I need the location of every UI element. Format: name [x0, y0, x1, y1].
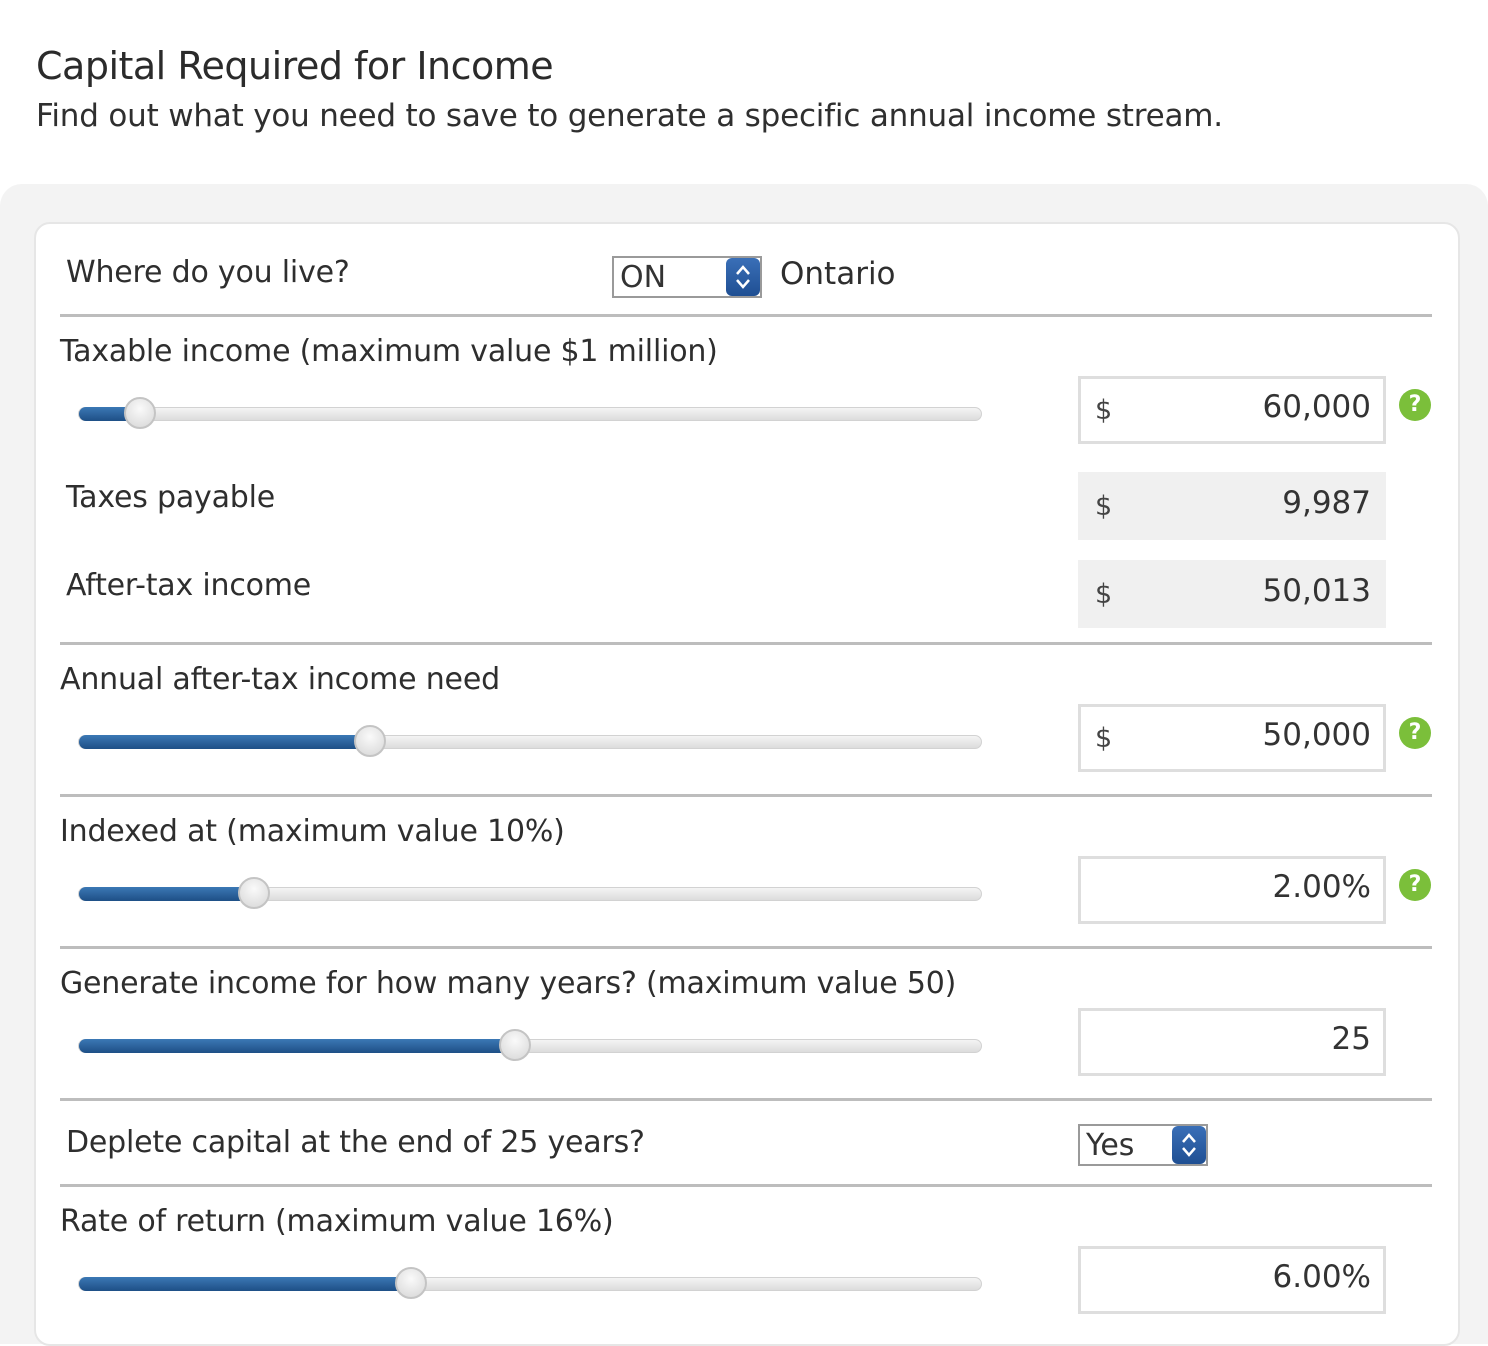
- income-need-value: 50,000: [1262, 717, 1371, 753]
- help-icon[interactable]: ?: [1399, 869, 1431, 901]
- after-tax-income-label: After-tax income: [66, 568, 312, 603]
- province-select-value: ON: [620, 260, 667, 295]
- currency-symbol: $: [1095, 491, 1113, 522]
- divider: [60, 314, 1432, 317]
- taxes-payable-output: $ 9,987: [1078, 472, 1386, 540]
- years-input[interactable]: 25: [1078, 1008, 1386, 1076]
- slider-fill: [79, 887, 254, 901]
- divider: [60, 1098, 1432, 1101]
- indexed-value: 2.00%: [1272, 869, 1371, 905]
- province-select[interactable]: ON: [612, 256, 762, 298]
- indexed-slider[interactable]: [78, 877, 982, 909]
- slider-fill: [79, 735, 371, 749]
- slider-handle[interactable]: [124, 397, 157, 429]
- page-subtitle: Find out what you need to save to genera…: [36, 98, 1223, 134]
- currency-symbol: $: [1095, 579, 1113, 610]
- after-tax-income-output: $ 50,013: [1078, 560, 1386, 628]
- years-value: 25: [1331, 1021, 1371, 1057]
- currency-symbol: $: [1095, 723, 1113, 754]
- help-icon[interactable]: ?: [1399, 717, 1431, 749]
- select-arrows-icon: [726, 258, 760, 296]
- region-name: Ontario: [780, 256, 896, 292]
- slider-handle[interactable]: [394, 1267, 427, 1299]
- slider-handle[interactable]: [354, 725, 387, 757]
- rate-of-return-slider[interactable]: [78, 1267, 982, 1299]
- divider: [60, 1184, 1432, 1187]
- taxes-payable-value: 9,987: [1282, 485, 1371, 521]
- currency-symbol: $: [1095, 395, 1113, 426]
- years-slider[interactable]: [78, 1029, 982, 1061]
- rate-of-return-input[interactable]: 6.00%: [1078, 1246, 1386, 1314]
- after-tax-income-value: 50,013: [1262, 573, 1371, 609]
- divider: [60, 642, 1432, 645]
- rate-of-return-value: 6.00%: [1272, 1259, 1371, 1295]
- taxes-payable-label: Taxes payable: [66, 480, 275, 515]
- income-need-slider[interactable]: [78, 725, 982, 757]
- income-need-label: Annual after-tax income need: [60, 662, 500, 697]
- help-icon[interactable]: ?: [1399, 389, 1431, 421]
- select-arrows-icon: [1172, 1126, 1206, 1164]
- divider: [60, 794, 1432, 797]
- deplete-select-value: Yes: [1086, 1128, 1135, 1163]
- deplete-label: Deplete capital at the end of 25 years?: [66, 1125, 645, 1160]
- rate-of-return-label: Rate of return (maximum value 16%): [60, 1204, 614, 1239]
- page-title: Capital Required for Income: [36, 44, 554, 88]
- location-label: Where do you live?: [66, 255, 350, 290]
- taxable-income-slider[interactable]: [78, 397, 982, 429]
- indexed-input[interactable]: 2.00%: [1078, 856, 1386, 924]
- deplete-select[interactable]: Yes: [1078, 1124, 1208, 1166]
- slider-handle[interactable]: [237, 877, 270, 909]
- slider-fill: [79, 1039, 515, 1053]
- taxable-income-label: Taxable income (maximum value $1 million…: [60, 334, 718, 369]
- slider-handle[interactable]: [498, 1029, 531, 1061]
- indexed-label: Indexed at (maximum value 10%): [60, 814, 565, 849]
- taxable-income-value: 60,000: [1262, 389, 1371, 425]
- years-label: Generate income for how many years? (max…: [60, 966, 957, 1001]
- slider-fill: [79, 1277, 411, 1291]
- divider: [60, 946, 1432, 949]
- income-need-input[interactable]: $ 50,000: [1078, 704, 1386, 772]
- taxable-income-input[interactable]: $ 60,000: [1078, 376, 1386, 444]
